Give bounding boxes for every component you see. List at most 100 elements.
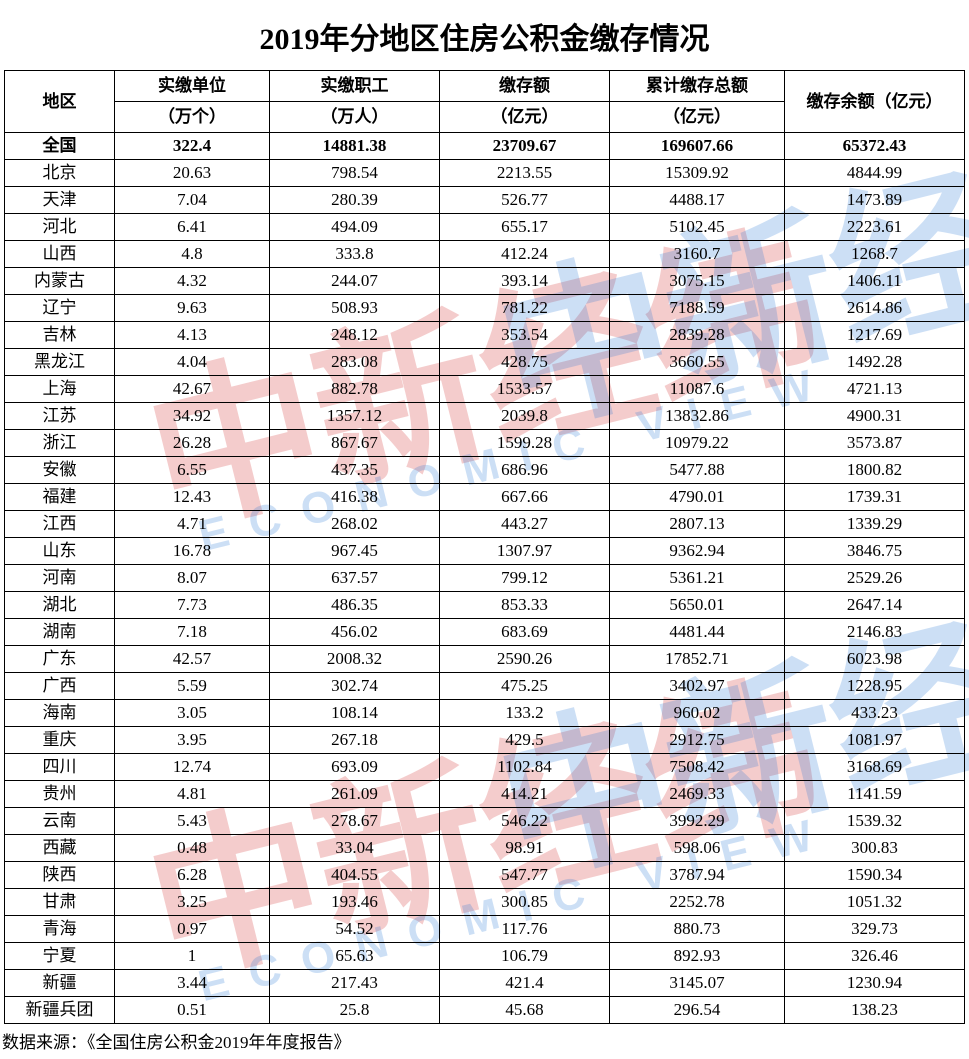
table-row: 浙江26.28867.671599.2810979.223573.87	[5, 430, 965, 457]
table-cell: 5361.21	[610, 565, 785, 592]
header-c4-top: 累计缴存总额	[610, 71, 785, 102]
table-row: 云南5.43278.67546.223992.291539.32	[5, 808, 965, 835]
table-cell: 0.51	[115, 997, 270, 1024]
table-cell: 546.22	[440, 808, 610, 835]
table-cell: 6.41	[115, 214, 270, 241]
table-cell: 5477.88	[610, 457, 785, 484]
page-title: 2019年分地区住房公积金缴存情况	[0, 14, 969, 58]
table-cell: 贵州	[5, 781, 115, 808]
table-cell: 1599.28	[440, 430, 610, 457]
table-cell: 4.13	[115, 322, 270, 349]
table-cell: 42.57	[115, 646, 270, 673]
table-cell: 6.55	[115, 457, 270, 484]
table-cell: 1307.97	[440, 538, 610, 565]
table-cell: 2590.26	[440, 646, 610, 673]
table-cell: 1268.7	[785, 241, 965, 268]
table-cell: 892.93	[610, 943, 785, 970]
table-cell: 667.66	[440, 484, 610, 511]
table-cell: 302.74	[270, 673, 440, 700]
table-cell: 880.73	[610, 916, 785, 943]
table-cell: 433.23	[785, 700, 965, 727]
table-cell: 3.25	[115, 889, 270, 916]
table-cell: 15309.92	[610, 160, 785, 187]
table-cell: 853.33	[440, 592, 610, 619]
header-c3-unit: （亿元）	[440, 102, 610, 133]
table-cell: 13832.86	[610, 403, 785, 430]
table-cell: 1141.59	[785, 781, 965, 808]
table-cell: 12.74	[115, 754, 270, 781]
table-cell: 7.04	[115, 187, 270, 214]
table-cell: 广西	[5, 673, 115, 700]
table-row: 江西4.71268.02443.272807.131339.29	[5, 511, 965, 538]
table-cell: 宁夏	[5, 943, 115, 970]
table-cell: 4.71	[115, 511, 270, 538]
table-cell: 20.63	[115, 160, 270, 187]
table-cell: 686.96	[440, 457, 610, 484]
table-cell: 133.2	[440, 700, 610, 727]
table-cell: 278.67	[270, 808, 440, 835]
table-cell: 421.4	[440, 970, 610, 997]
table-row: 辽宁9.63508.93781.227188.592614.86	[5, 295, 965, 322]
table-cell: 169607.66	[610, 133, 785, 160]
table-row: 甘肃3.25193.46300.852252.781051.32	[5, 889, 965, 916]
table-cell: 300.83	[785, 835, 965, 862]
table-cell: 456.02	[270, 619, 440, 646]
header-c2-unit: （万人）	[270, 102, 440, 133]
table-cell: 4900.31	[785, 403, 965, 430]
table-cell: 天津	[5, 187, 115, 214]
table-cell: 428.75	[440, 349, 610, 376]
table-cell: 1339.29	[785, 511, 965, 538]
table-cell: 2213.55	[440, 160, 610, 187]
table-cell: 浙江	[5, 430, 115, 457]
table-cell: 8.07	[115, 565, 270, 592]
table-cell: 45.68	[440, 997, 610, 1024]
table-row: 新疆3.44217.43421.43145.071230.94	[5, 970, 965, 997]
table-cell: 1230.94	[785, 970, 965, 997]
table-cell: 437.35	[270, 457, 440, 484]
table-cell: 248.12	[270, 322, 440, 349]
table-cell: 217.43	[270, 970, 440, 997]
table-row: 重庆3.95267.18429.52912.751081.97	[5, 727, 965, 754]
data-source: 数据来源：《全国住房公积金2019年年度报告》	[0, 1024, 969, 1059]
table-row: 湖南7.18456.02683.694481.442146.83	[5, 619, 965, 646]
table-row: 天津7.04280.39526.774488.171473.89	[5, 187, 965, 214]
table-cell: 7.73	[115, 592, 270, 619]
table-cell: 2008.32	[270, 646, 440, 673]
table-cell: 333.8	[270, 241, 440, 268]
table-cell: 2223.61	[785, 214, 965, 241]
table-cell: 黑龙江	[5, 349, 115, 376]
header-region: 地区	[5, 71, 115, 133]
table-cell: 0.48	[115, 835, 270, 862]
header-c1-unit: （万个）	[115, 102, 270, 133]
table-row: 河南8.07637.57799.125361.212529.26	[5, 565, 965, 592]
table-row: 内蒙古4.32244.07393.143075.151406.11	[5, 268, 965, 295]
table-cell: 4.8	[115, 241, 270, 268]
header-c4-unit: （亿元）	[610, 102, 785, 133]
table-cell: 655.17	[440, 214, 610, 241]
table-cell: 2912.75	[610, 727, 785, 754]
table-cell: 4844.99	[785, 160, 965, 187]
table-cell: 甘肃	[5, 889, 115, 916]
table-row: 海南3.05108.14133.2960.02433.23	[5, 700, 965, 727]
table-cell: 4721.13	[785, 376, 965, 403]
table-cell: 598.06	[610, 835, 785, 862]
table-cell: 693.09	[270, 754, 440, 781]
table-total-row: 全国322.414881.3823709.67169607.6665372.43	[5, 133, 965, 160]
table-cell: 3168.69	[785, 754, 965, 781]
table-cell: 海南	[5, 700, 115, 727]
table-cell: 867.67	[270, 430, 440, 457]
table-cell: 4.32	[115, 268, 270, 295]
table-row: 宁夏165.63106.79892.93326.46	[5, 943, 965, 970]
table-row: 江苏34.921357.122039.813832.864900.31	[5, 403, 965, 430]
table-cell: 781.22	[440, 295, 610, 322]
table-cell: 3992.29	[610, 808, 785, 835]
table-cell: 4481.44	[610, 619, 785, 646]
table-cell: 3.44	[115, 970, 270, 997]
table-cell: 1081.97	[785, 727, 965, 754]
header-c2-top: 实缴职工	[270, 71, 440, 102]
table-cell: 1102.84	[440, 754, 610, 781]
table-cell: 江苏	[5, 403, 115, 430]
table-cell: 1492.28	[785, 349, 965, 376]
table-cell: 上海	[5, 376, 115, 403]
table-row: 青海0.9754.52117.76880.73329.73	[5, 916, 965, 943]
